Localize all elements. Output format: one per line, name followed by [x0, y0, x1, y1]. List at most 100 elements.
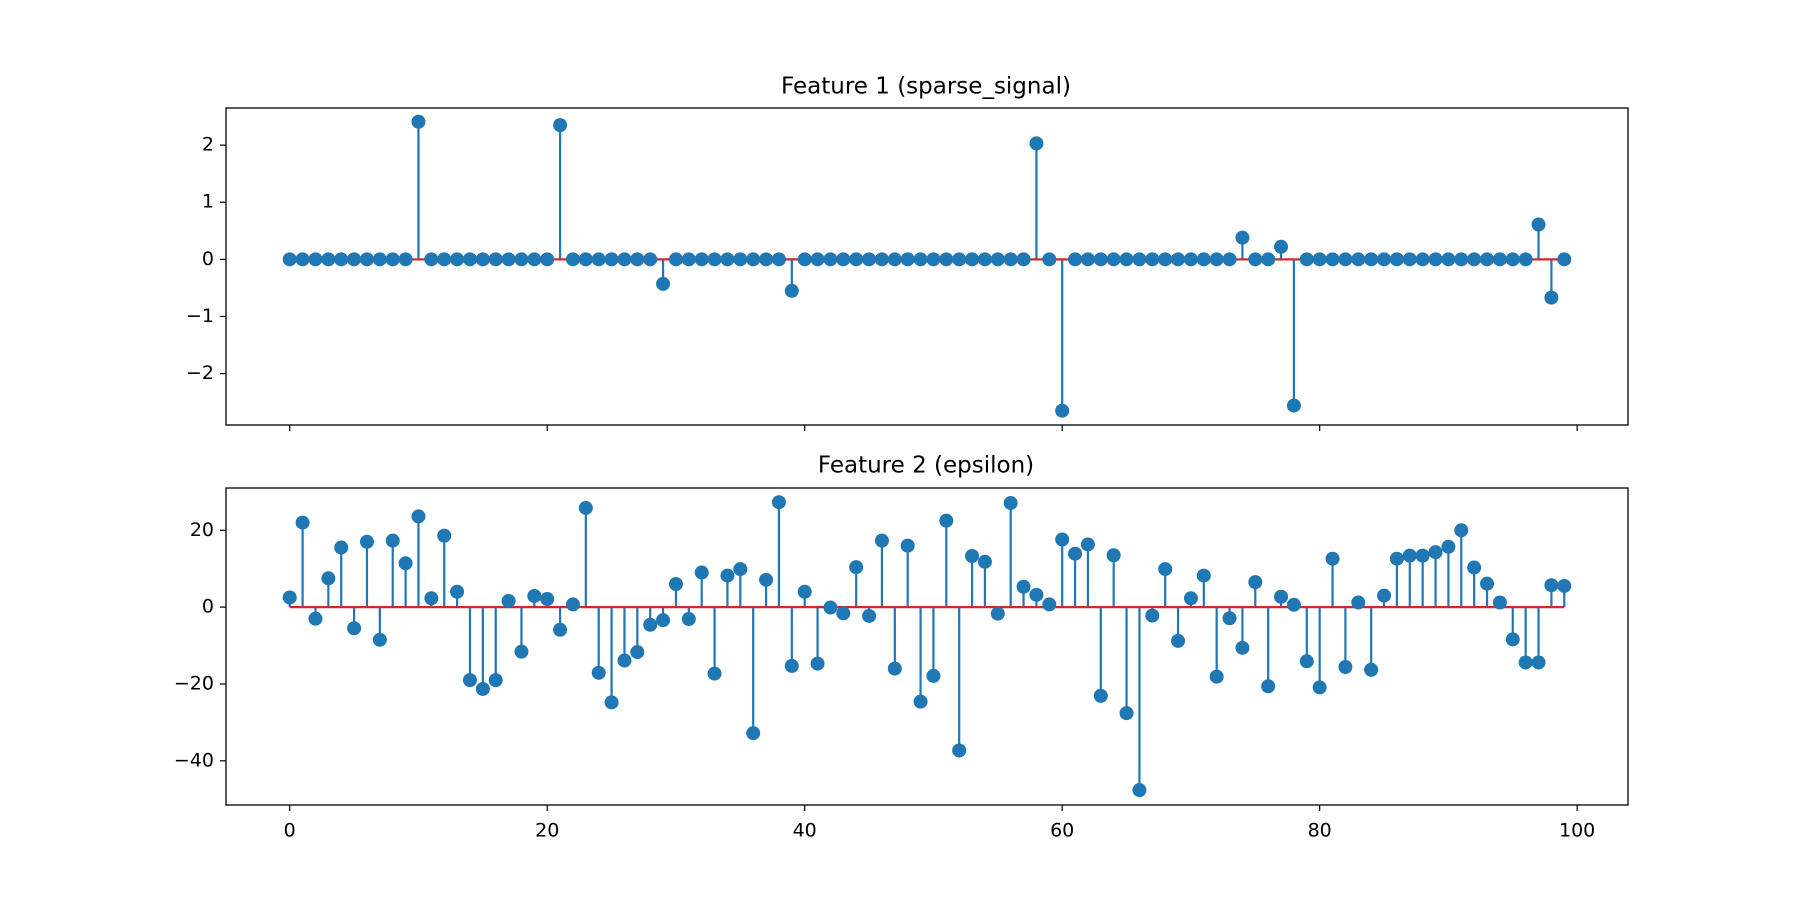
- stem-marker: [1402, 548, 1417, 563]
- stem-marker: [1286, 398, 1301, 413]
- stem-marker: [475, 252, 490, 267]
- stem-marker: [1299, 252, 1314, 267]
- stem-marker: [862, 252, 877, 267]
- y-tick-label: 0: [202, 248, 214, 270]
- stem-marker: [462, 252, 477, 267]
- stem-marker: [372, 632, 387, 647]
- stem-marker: [707, 252, 722, 267]
- stem-marker: [514, 644, 529, 659]
- stem-marker: [1196, 568, 1211, 583]
- stem-marker: [939, 252, 954, 267]
- stem-marker: [759, 252, 774, 267]
- stem-marker: [540, 252, 555, 267]
- stem-marker: [1480, 252, 1495, 267]
- stem-marker: [965, 549, 980, 564]
- stem-marker: [1029, 587, 1044, 602]
- stem-marker: [1338, 252, 1353, 267]
- stem-marker: [630, 252, 645, 267]
- stem-marker: [656, 276, 671, 291]
- y-tick-label: 20: [190, 519, 214, 541]
- stem-marker: [1544, 578, 1559, 593]
- stem-marker: [1312, 252, 1327, 267]
- stem-marker: [1467, 560, 1482, 575]
- stem-marker: [450, 584, 465, 599]
- stem-marker: [694, 565, 709, 580]
- stem-marker: [1209, 669, 1224, 684]
- bottom-stem-panel: Feature 2 (epsilon) −40 −20 0 20 0 20 40 60 80 10…: [174, 453, 1629, 842]
- stem-marker: [810, 252, 825, 267]
- bottom-plot-area: −40 −20 0 20 0 20 40 60 80 100: [174, 487, 1629, 842]
- stem-marker: [578, 500, 593, 515]
- stem-marker: [282, 252, 297, 267]
- stem-marker: [1338, 660, 1353, 675]
- y-tick-label: 0: [202, 596, 214, 618]
- stem-marker: [1003, 495, 1018, 510]
- stem-marker: [1492, 252, 1507, 267]
- stem-marker: [1068, 546, 1083, 561]
- stem-marker: [630, 645, 645, 660]
- stem-marker: [1467, 252, 1482, 267]
- stem-marker: [720, 252, 735, 267]
- stem-marker: [1364, 252, 1379, 267]
- stem-marker: [1055, 532, 1070, 547]
- stem-marker: [939, 513, 954, 528]
- stem-marker: [1016, 579, 1031, 594]
- stem-marker: [398, 252, 413, 267]
- stem-marker: [359, 534, 374, 549]
- stem-marker: [398, 556, 413, 571]
- stem-marker: [1093, 688, 1108, 703]
- stem-marker: [977, 554, 992, 569]
- stem-marker: [1377, 252, 1392, 267]
- stem-marker: [733, 252, 748, 267]
- stem-marker: [1505, 632, 1520, 647]
- stem-marker: [424, 591, 439, 606]
- stem-marker: [1042, 252, 1057, 267]
- stem-marker: [720, 568, 735, 583]
- stem-marker: [1557, 252, 1572, 267]
- stem-marker: [810, 656, 825, 671]
- stem-marker: [1505, 252, 1520, 267]
- stem-marker: [359, 252, 374, 267]
- axes-frame: [225, 107, 1629, 426]
- stem-marker: [900, 538, 915, 553]
- stem-marker: [527, 252, 542, 267]
- stem-marker: [1080, 252, 1095, 267]
- stem-marker: [1274, 589, 1289, 604]
- stem-marker: [874, 533, 889, 548]
- stem-marker: [1351, 252, 1366, 267]
- stem-marker: [1274, 239, 1289, 254]
- stem-marker: [1209, 252, 1224, 267]
- stem-marker: [347, 621, 362, 636]
- stem-marker: [1544, 290, 1559, 305]
- stem-marker: [617, 653, 632, 668]
- y-tick-label: −2: [186, 362, 214, 384]
- stem-marker: [1377, 588, 1392, 603]
- stem-marker: [1119, 252, 1134, 267]
- stem-marker: [874, 252, 889, 267]
- stem-marker: [308, 252, 323, 267]
- stem-marker: [681, 252, 696, 267]
- stem-marker: [488, 252, 503, 267]
- stem-marker: [1106, 252, 1121, 267]
- stem-marker: [488, 673, 503, 688]
- stem-marker: [746, 726, 761, 741]
- stem-marker: [643, 252, 658, 267]
- top-plot-area: −2 −1 0 1 2: [186, 107, 1629, 431]
- stem-marker: [1518, 655, 1533, 670]
- stem-marker: [282, 590, 297, 605]
- stem-marker: [1286, 597, 1301, 612]
- stem-marker: [643, 617, 658, 632]
- stem-marker: [1325, 551, 1340, 566]
- stem-marker: [926, 252, 941, 267]
- stem-marker: [1183, 252, 1198, 267]
- stem-marker: [321, 571, 336, 586]
- stem-marker: [823, 252, 838, 267]
- x-tick-label: 0: [284, 820, 296, 842]
- stem-marker: [771, 495, 786, 510]
- stem-marker: [1389, 252, 1404, 267]
- y-tick-label: −1: [186, 305, 214, 327]
- stem-marker: [759, 572, 774, 587]
- stem-marker: [694, 252, 709, 267]
- stem-marker: [771, 252, 786, 267]
